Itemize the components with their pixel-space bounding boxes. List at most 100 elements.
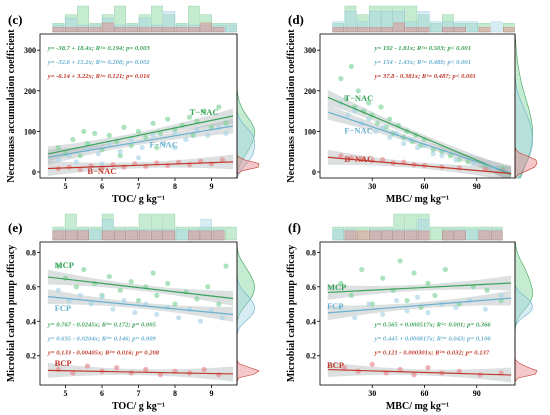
series-label-t−nac: T−NAC <box>344 93 373 103</box>
regression-equation-f−nac: y= -32.6 + 15.2x; R²= 0.208; p= 0.002 <box>47 59 151 66</box>
data-point-bcp <box>157 372 163 378</box>
data-point-mcp <box>117 287 123 293</box>
series-label-t−nac: T−NAC <box>190 107 219 117</box>
data-point-t−nac <box>378 104 384 110</box>
series-label-fcp: FCP <box>327 301 344 311</box>
data-point-bcp <box>456 368 462 374</box>
regression-line-t−nac <box>47 115 234 155</box>
data-point-f−nac <box>139 144 145 151</box>
data-point-mcp <box>380 275 386 281</box>
data-point-t−nac <box>150 120 156 126</box>
data-point-t−nac <box>190 132 196 139</box>
x-axis-title: MBC/ mg kg⁻¹ <box>386 194 449 205</box>
top-hist-bar <box>417 230 430 241</box>
x-tick-label: 90 <box>473 182 481 191</box>
data-point-fcp <box>55 287 61 293</box>
regression-line-f−nac <box>327 111 512 174</box>
data-point-mcp <box>154 292 160 299</box>
data-point-f−nac <box>439 153 445 159</box>
regression-equation-bcp: y= 0.133 - 0.00405x; R²= 0.016; p= 0.208 <box>47 350 160 357</box>
series-label-f−nac: F−NAC <box>344 125 372 135</box>
chart-panel-1: 5 6 7 8 9 0 100 200 300 TOC/ g kg⁻¹ Necromass accu… <box>6 5 260 205</box>
top-hist-bar <box>442 230 454 241</box>
data-point-t−nac <box>143 134 149 141</box>
data-point-t−nac <box>55 144 61 151</box>
data-point-fcp <box>176 315 182 321</box>
data-point-fcp <box>425 310 431 316</box>
data-point-bcp <box>355 368 361 374</box>
data-point-fcp <box>338 304 344 311</box>
data-point-b−nac <box>208 161 215 167</box>
y-axis-title: Necromass accumulation coefficient <box>6 29 17 183</box>
data-point-mcp <box>62 275 69 281</box>
data-point-mcp <box>172 301 178 307</box>
data-point-f−nac <box>223 130 229 136</box>
top-hist-bar <box>101 230 114 241</box>
top-hist-bar <box>332 229 345 241</box>
data-point-fcp <box>352 315 358 321</box>
top-hist-bar <box>503 27 515 33</box>
y-tick-label: 100 <box>304 127 316 136</box>
data-point-f−nac <box>470 161 476 167</box>
data-point-f−nac <box>373 128 379 134</box>
data-point-t−nac <box>186 114 193 120</box>
data-point-mcp <box>205 284 211 290</box>
data-point-mcp <box>150 270 156 276</box>
data-point-bcp <box>84 363 91 369</box>
top-hist-bar <box>405 27 418 33</box>
regression-line-mcp <box>47 276 234 300</box>
panel-label: (f) <box>288 220 301 235</box>
data-point-mcp <box>216 301 222 307</box>
regression-line-b−nac <box>327 156 512 175</box>
data-point-fcp <box>132 310 138 316</box>
data-point-t−nac <box>157 130 163 136</box>
data-point-bcp <box>397 366 403 373</box>
data-point-mcp <box>348 292 354 299</box>
top-hist-bar <box>138 27 151 33</box>
data-point-f−nac <box>172 144 178 151</box>
x-tick-label: 6 <box>100 389 104 398</box>
right-density-t−nac <box>514 33 533 179</box>
top-hist-bar <box>429 21 442 33</box>
top-hist-bar <box>417 27 430 33</box>
data-point-t−nac <box>366 100 372 106</box>
top-hist-bar <box>114 230 126 241</box>
data-point-t−nac <box>70 136 76 143</box>
panel-label: (c) <box>8 12 22 27</box>
data-point-t−nac <box>374 120 381 126</box>
data-point-mcp <box>194 296 200 302</box>
data-point-mcp <box>128 279 134 285</box>
data-point-f−nac <box>430 151 436 157</box>
data-point-fcp <box>453 304 459 311</box>
x-tick-label: 6 <box>100 182 104 191</box>
data-point-mcp <box>135 297 142 304</box>
data-point-t−nac <box>387 116 393 122</box>
y-axis-title: Microbial carbon pump efficacy <box>6 245 17 382</box>
y-tick-label: 100 <box>24 127 36 136</box>
regression-equation-fcp: y= 0.635 - 0.0204x; R²= 0.146; p= 0.009 <box>47 336 157 343</box>
y-tick-label: 0.2 <box>306 352 316 361</box>
data-point-t−nac <box>106 132 112 139</box>
top-hist-bar <box>344 230 357 241</box>
top-hist-bar <box>89 27 102 33</box>
data-point-mcp <box>411 270 417 276</box>
top-hist-bar <box>490 230 503 241</box>
top-hist-bar <box>200 230 213 241</box>
x-axis-title: MBC/ mg kg⁻¹ <box>386 401 449 412</box>
top-hist-bar <box>393 230 406 241</box>
data-point-bcp <box>114 365 120 371</box>
data-point-fcp <box>88 301 94 307</box>
confidence-band-b−nac <box>327 149 512 178</box>
data-point-t−nac <box>201 108 207 114</box>
data-point-fcp <box>394 297 400 304</box>
top-hist-bar <box>114 27 126 33</box>
top-hist-bar <box>466 21 479 33</box>
top-hist-bar <box>224 226 237 241</box>
top-hist-bar <box>126 27 139 33</box>
data-point-fcp <box>143 301 149 307</box>
data-point-f−nac <box>414 144 421 151</box>
x-tick-label: 5 <box>64 389 68 398</box>
series-label-mcp: MCP <box>327 282 346 292</box>
data-point-bcp <box>341 365 347 371</box>
data-point-mcp <box>397 258 403 264</box>
